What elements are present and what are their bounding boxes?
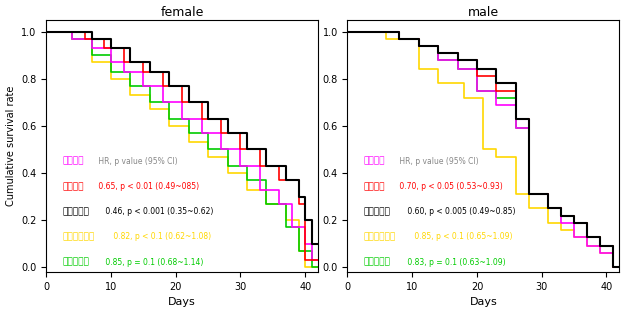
Y-axis label: Cumulative survival rate: Cumulative survival rate [6, 86, 16, 206]
X-axis label: Days: Days [469, 297, 498, 307]
Text: 백옥잠배지: 백옥잠배지 [62, 207, 89, 216]
Text: 0.85, p < 0.1 (0.65~1.09): 0.85, p < 0.1 (0.65~1.09) [412, 232, 512, 241]
Text: 골든실크배지: 골든실크배지 [62, 232, 95, 241]
Title: female: female [161, 6, 204, 18]
Text: 일반배지: 일반배지 [62, 156, 84, 166]
Text: 0.60, p < 0.005 (0.49~0.85): 0.60, p < 0.005 (0.49~0.85) [404, 207, 515, 216]
Text: 0.85, p = 0.1 (0.68~1.14): 0.85, p = 0.1 (0.68~1.14) [103, 258, 204, 267]
Text: HR, p value (95% CI): HR, p value (95% CI) [96, 156, 178, 166]
Text: 0.46, p < 0.001 (0.35~0.62): 0.46, p < 0.001 (0.35~0.62) [103, 207, 214, 216]
Text: 0.70, p < 0.05 (0.53~0.93): 0.70, p < 0.05 (0.53~0.93) [397, 182, 502, 191]
Text: 0.82, p < 0.1 (0.62~1.08): 0.82, p < 0.1 (0.62~1.08) [111, 232, 211, 241]
Text: 0.83, p = 0.1 (0.63~1.09): 0.83, p = 0.1 (0.63~1.09) [404, 258, 505, 267]
Text: 골든실크배지: 골든실크배지 [364, 232, 396, 241]
X-axis label: Days: Days [168, 297, 196, 307]
Text: 연녹잠배지: 연녹잠배지 [62, 258, 89, 267]
Text: 0.65, p < 0.01 (0.49~085): 0.65, p < 0.01 (0.49~085) [96, 182, 199, 191]
Text: 홍잠배지: 홍잠배지 [62, 182, 84, 191]
Text: 홍잠배지: 홍잠배지 [364, 182, 385, 191]
Text: 연녹잠배지: 연녹잠배지 [364, 258, 391, 267]
Text: 백옥잠배지: 백옥잠배지 [364, 207, 391, 216]
Title: male: male [468, 6, 499, 18]
Text: 일반배지: 일반배지 [364, 156, 385, 166]
Text: HR, p value (95% CI): HR, p value (95% CI) [397, 156, 479, 166]
